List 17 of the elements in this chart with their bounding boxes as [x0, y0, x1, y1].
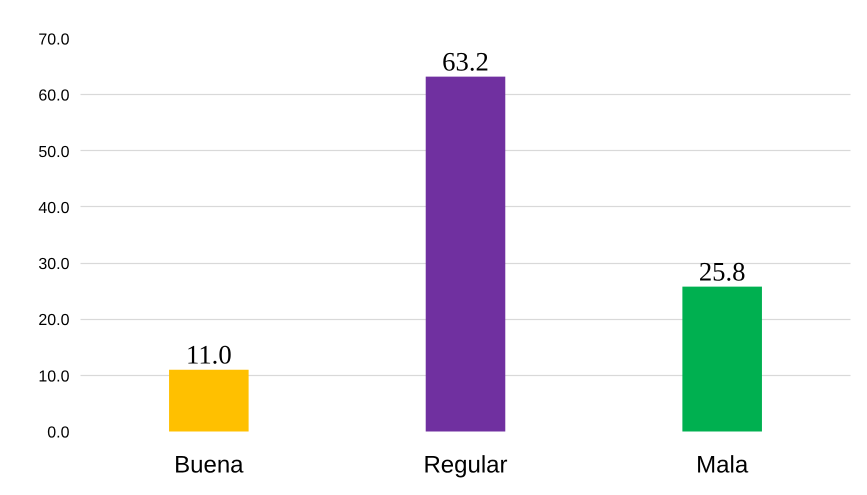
bar: [682, 286, 762, 432]
bar: [426, 76, 506, 432]
y-tick-label: 40.0: [38, 200, 70, 217]
y-tick-label: 30.0: [38, 256, 70, 274]
bar: [169, 370, 249, 432]
x-tick-label: Buena: [174, 452, 244, 478]
data-label: 63.2: [442, 46, 489, 77]
y-tick-label: 50.0: [38, 144, 70, 161]
data-label: 25.8: [698, 256, 746, 287]
data-label: 11.0: [186, 340, 232, 370]
x-tick-label: Mala: [696, 452, 749, 478]
y-tick-label: 10.0: [38, 368, 70, 386]
y-tick-label: 20.0: [38, 312, 70, 330]
y-tick-label: 60.0: [38, 88, 70, 105]
y-tick-label: 70.0: [38, 32, 70, 48]
x-tick-label: Regular: [423, 452, 508, 478]
y-tick-label: 0.0: [47, 424, 70, 442]
